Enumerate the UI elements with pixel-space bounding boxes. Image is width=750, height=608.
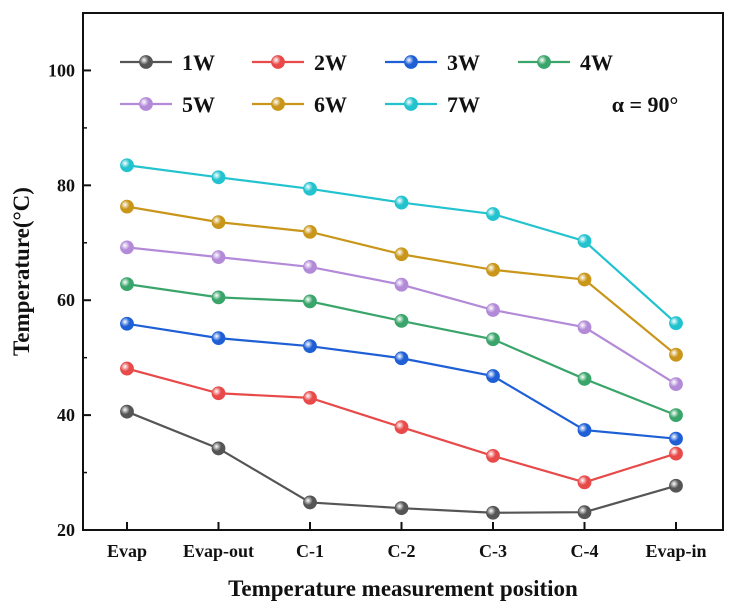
legend-label-5W: 5W bbox=[182, 92, 215, 117]
y-tick-label-20: 20 bbox=[57, 520, 75, 540]
data-point-1W-Evap-out bbox=[211, 441, 226, 456]
data-point-4W-Evap-in bbox=[669, 408, 683, 423]
plot-frame bbox=[82, 12, 724, 531]
legend-label-4W: 4W bbox=[580, 50, 613, 75]
data-point-3W-C-4 bbox=[577, 423, 592, 437]
data-point-6W-C-3 bbox=[486, 262, 500, 277]
data-point-6W-Evap bbox=[120, 199, 134, 214]
data-point-5W-C-2 bbox=[394, 277, 409, 292]
data-point-5W-C-4 bbox=[577, 320, 592, 335]
data-point-2W-Evap bbox=[120, 361, 134, 376]
y-tick-label-40: 40 bbox=[57, 405, 75, 425]
data-point-4W-C-2 bbox=[394, 314, 409, 328]
data-point-1W-C-2 bbox=[394, 501, 409, 516]
data-point-2W-C-3 bbox=[486, 448, 500, 463]
data-point-3W-C-2 bbox=[394, 351, 409, 366]
data-point-2W-C-1 bbox=[303, 390, 317, 405]
data-point-6W-Evap-in bbox=[669, 347, 683, 362]
data-point-7W-Evap-in bbox=[669, 316, 683, 331]
legend-label-6W: 6W bbox=[314, 92, 347, 117]
x-tick-label-Evap: Evap bbox=[107, 541, 147, 561]
data-point-1W-C-4 bbox=[577, 505, 592, 520]
data-point-5W-Evap bbox=[120, 240, 134, 255]
x-axis-title: Temperature measurement position bbox=[228, 576, 578, 601]
data-point-3W-Evap-in bbox=[669, 431, 683, 446]
data-point-6W-C-2 bbox=[394, 247, 409, 262]
legend-marker-2W bbox=[271, 55, 285, 69]
y-tick-label-100: 100 bbox=[48, 60, 75, 80]
data-point-5W-C-1 bbox=[303, 260, 317, 274]
y-axis-title: Temperature(°C) bbox=[9, 187, 34, 356]
angle-annotation: α = 90° bbox=[612, 92, 679, 117]
legend-label-3W: 3W bbox=[447, 50, 480, 75]
legend-marker-4W bbox=[537, 55, 551, 69]
x-tick-label-C-4: C-4 bbox=[571, 541, 599, 561]
x-tick-label-Evap-out: Evap-out bbox=[183, 541, 254, 561]
data-point-4W-Evap-out bbox=[211, 290, 226, 305]
x-tick-label-C-1: C-1 bbox=[296, 541, 324, 561]
data-point-6W-C-4 bbox=[577, 272, 592, 287]
data-point-2W-Evap-out bbox=[211, 386, 226, 401]
data-point-6W-Evap-out bbox=[211, 215, 226, 229]
data-point-4W-Evap bbox=[120, 277, 134, 292]
data-point-1W-C-3 bbox=[486, 505, 500, 520]
data-point-1W-Evap-in bbox=[669, 478, 683, 493]
data-point-4W-C-4 bbox=[577, 372, 592, 386]
data-point-7W-C-4 bbox=[577, 234, 592, 248]
data-point-6W-C-1 bbox=[303, 224, 317, 239]
y-tick-label-60: 60 bbox=[57, 290, 75, 310]
x-tick-label-Evap-in: Evap-in bbox=[645, 541, 706, 561]
data-point-7W-Evap-out bbox=[211, 170, 226, 185]
legend-label-7W: 7W bbox=[447, 92, 480, 117]
data-point-2W-C-2 bbox=[394, 420, 409, 435]
data-point-3W-C-1 bbox=[303, 339, 317, 354]
legend-label-1W: 1W bbox=[182, 50, 215, 75]
data-point-7W-Evap bbox=[120, 158, 134, 173]
data-point-1W-Evap bbox=[120, 404, 134, 419]
y-tick-label-80: 80 bbox=[57, 175, 75, 195]
legend-marker-7W bbox=[404, 97, 418, 111]
legend-label-2W: 2W bbox=[314, 50, 347, 75]
data-point-7W-C-3 bbox=[486, 207, 500, 221]
x-tick-label-C-2: C-2 bbox=[388, 541, 416, 561]
data-point-3W-Evap-out bbox=[211, 331, 226, 346]
data-point-5W-C-3 bbox=[486, 303, 500, 317]
legend-marker-1W bbox=[139, 55, 153, 69]
data-point-3W-Evap bbox=[120, 316, 134, 331]
data-point-5W-Evap-out bbox=[211, 250, 226, 265]
data-point-4W-C-3 bbox=[486, 332, 500, 347]
series-line-4W bbox=[126, 283, 677, 417]
data-point-7W-C-1 bbox=[303, 181, 317, 196]
legend-marker-6W bbox=[271, 97, 285, 111]
legend-marker-3W bbox=[404, 55, 418, 69]
x-tick-label-C-3: C-3 bbox=[479, 541, 507, 561]
data-point-1W-C-1 bbox=[303, 495, 317, 510]
data-point-2W-C-4 bbox=[577, 475, 592, 490]
data-point-4W-C-1 bbox=[303, 294, 317, 309]
data-point-7W-C-2 bbox=[394, 195, 409, 210]
data-point-3W-C-3 bbox=[486, 369, 500, 383]
legend-marker-5W bbox=[139, 97, 153, 111]
data-point-5W-Evap-in bbox=[669, 377, 683, 391]
series-line-7W bbox=[126, 164, 677, 325]
data-point-2W-Evap-in bbox=[669, 446, 683, 461]
